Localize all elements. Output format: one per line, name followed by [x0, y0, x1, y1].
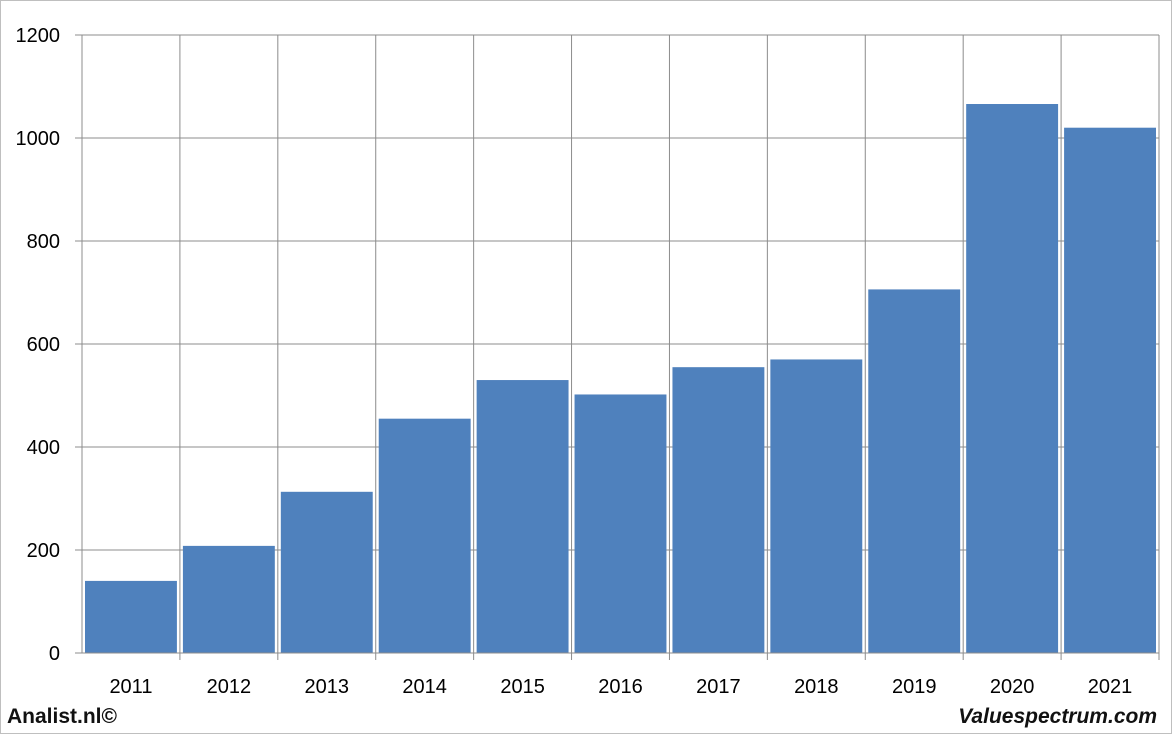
x-tick-label: 2014	[402, 676, 447, 698]
y-tick-label: 600	[27, 334, 60, 356]
x-tick-label: 2015	[500, 676, 545, 698]
bar-2017	[672, 367, 765, 653]
bar-2013	[280, 491, 373, 653]
footer-left-credit: Analist.nl©	[7, 705, 117, 728]
x-tick-label: 2021	[1088, 676, 1133, 698]
tick-labels: 0 200 400 600 800 1000 1200 2011 2012 2013 2014 201…	[16, 25, 1133, 698]
x-tick-label: 2013	[305, 676, 350, 698]
y-tick-label: 400	[27, 437, 60, 459]
x-tick-label: 2011	[109, 676, 152, 698]
bar-2020	[966, 104, 1059, 653]
bar-2015	[476, 380, 569, 653]
x-tick-label: 2019	[892, 676, 937, 698]
bar-2011	[85, 580, 177, 653]
bar-2019	[868, 289, 961, 653]
bar-2014	[378, 418, 471, 653]
y-tick-label: 800	[27, 231, 60, 253]
bars	[85, 104, 1156, 653]
x-tick-label: 2016	[598, 676, 643, 698]
y-tick-label: 1000	[16, 128, 61, 150]
footer-right-credit: Valuespectrum.com	[958, 705, 1157, 728]
x-tick-label: 2018	[794, 676, 839, 698]
bar-2016	[574, 394, 667, 653]
axes	[75, 34, 1160, 660]
y-tick-label: 200	[27, 540, 60, 562]
grid	[82, 34, 1160, 653]
bar-2021	[1064, 127, 1156, 653]
y-tick-label: 1200	[16, 25, 61, 47]
bar-2018	[770, 359, 863, 653]
x-tick-label: 2017	[696, 676, 741, 698]
y-tick-label: 0	[49, 643, 60, 665]
bar-2012	[182, 545, 275, 653]
x-tick-label: 2020	[990, 676, 1035, 698]
x-tick-label: 2012	[207, 676, 252, 698]
